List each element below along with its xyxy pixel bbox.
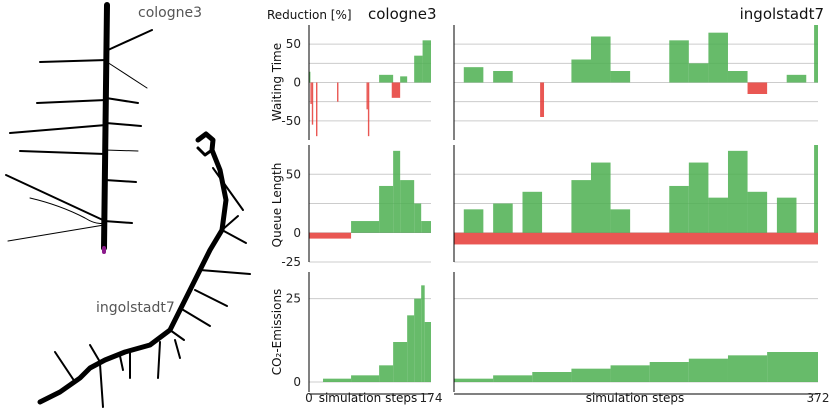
bar-r1-p1-5: [590, 162, 611, 233]
map-label-ingolstadt: ingolstadt7: [96, 300, 175, 316]
bar-r2-p1-2: [532, 372, 572, 382]
ytick-r1--25: -25: [281, 255, 301, 269]
cologne-road-network: [5, 2, 153, 254]
bar-r0-p0-8: [379, 74, 394, 83]
road-maps: cologne3 ingolstadt7: [5, 2, 251, 408]
bar-r1-p1-3: [522, 191, 543, 233]
xlabel-cologne3: simulation steps: [319, 391, 418, 405]
bar-r0-p1-5: [590, 36, 611, 83]
bar-r1-p1-11: [747, 191, 768, 233]
ytick-r0-50: 50: [286, 37, 301, 51]
bar-r2-p1-3: [571, 368, 611, 382]
ytick-r0--50: -50: [281, 114, 301, 128]
ylabel-co2-emissions: CO₂-Emissions: [270, 289, 284, 376]
bar-r2-p1-0: [454, 378, 494, 382]
bar-r0-p1-13: [814, 25, 818, 83]
xtick-cologne3-0: 0: [305, 391, 313, 405]
bar-r0-p1-3: [540, 82, 545, 117]
ytick-r2-25: 25: [286, 292, 301, 306]
ylabel-queue-length: Queue Length: [270, 163, 284, 248]
bar-r1-p0-2: [379, 185, 394, 233]
bar-r2-p0-1: [323, 378, 352, 382]
bar-r2-p0-5: [407, 315, 415, 382]
bar-r0-p0-12: [422, 40, 431, 83]
bar-r0-p0-1: [309, 71, 311, 83]
bar-r0-p1-1: [463, 67, 484, 83]
map-label-cologne: cologne3: [138, 5, 202, 21]
bar-r0-p1-10: [727, 71, 748, 83]
bar-r2-p1-1: [493, 375, 533, 382]
bar-r1-p0-6: [421, 221, 431, 233]
bar-r2-p0-4: [393, 342, 408, 382]
bar-r1-p1-0: [454, 232, 818, 245]
bar-r1-p0-4: [400, 180, 415, 233]
bar-r0-p0-11: [414, 55, 423, 83]
bar-r1-p1-9: [708, 197, 728, 233]
bar-r1-p0-3: [393, 150, 401, 233]
bar-r0-p1-9: [708, 32, 728, 83]
bar-r0-p1-7: [669, 40, 689, 83]
bar-r0-p0-7: [367, 82, 370, 137]
xtick-cologne3-174: 174: [420, 391, 443, 405]
bar-r0-p1-8: [688, 63, 709, 83]
panel-title-cologne3: cologne3: [368, 5, 437, 23]
bar-r0-p0-3: [311, 82, 314, 125]
ylabel-waiting-time: Waiting Time: [270, 43, 284, 121]
bar-r0-p1-12: [786, 74, 807, 83]
bar-r2-p0-6: [414, 298, 422, 382]
bar-r2-p1-6: [688, 358, 728, 382]
bar-r1-p0-0: [309, 232, 352, 239]
plot-area: 50 0 -50 50 0 -25 25 0: [281, 25, 818, 395]
bar-r0-p1-11: [747, 82, 768, 94]
bar-r1-p1-7: [669, 185, 689, 233]
ytick-r1-0: 0: [293, 226, 301, 240]
bar-r0-p0-6: [366, 82, 368, 110]
xtick-ingolstadt7-372: 372: [807, 391, 830, 405]
bar-r2-p0-8: [424, 322, 431, 382]
bar-r1-p1-13: [814, 145, 818, 233]
bar-r1-p1-12: [776, 197, 797, 233]
xlabel-ingolstadt7: simulation steps: [586, 391, 685, 405]
bar-r1-p1-4: [571, 180, 591, 233]
bar-r2-p0-3: [379, 365, 394, 382]
bar-r2-p0-2: [351, 375, 380, 382]
ingolstadt-road-network: [37, 131, 251, 408]
bar-r0-p0-10: [400, 76, 408, 83]
bar-r0-p1-2: [493, 71, 513, 83]
bar-r1-p0-5: [414, 203, 422, 233]
bar-r0-p0-5: [337, 82, 339, 102]
bar-r1-p0-1: [351, 221, 380, 233]
reduction-header: Reduction [%]: [267, 8, 352, 22]
bar-r0-p1-4: [571, 59, 591, 83]
ytick-r1-50: 50: [286, 167, 301, 181]
bar-r1-p1-8: [688, 162, 709, 233]
bar-r1-p1-10: [727, 150, 748, 233]
bar-r0-p1-6: [610, 71, 631, 83]
bar-r2-p1-5: [649, 362, 689, 382]
bar-r0-p0-9: [391, 82, 401, 98]
bar-r2-p1-8: [767, 352, 818, 382]
bar-r0-p0-4: [316, 82, 318, 137]
bar-r2-p1-4: [610, 365, 650, 382]
bar-r2-p0-7: [421, 285, 425, 382]
ytick-r0-0: 0: [293, 76, 301, 90]
bar-r1-p1-2: [493, 203, 513, 233]
bar-r0-p0-2: [310, 82, 312, 104]
bar-r1-p1-6: [610, 209, 631, 233]
ytick-r2-0: 0: [293, 375, 301, 389]
panel-title-ingolstadt7: ingolstadt7: [740, 5, 824, 23]
bar-r1-p1-1: [463, 209, 484, 233]
bar-r2-p1-7: [727, 355, 768, 382]
